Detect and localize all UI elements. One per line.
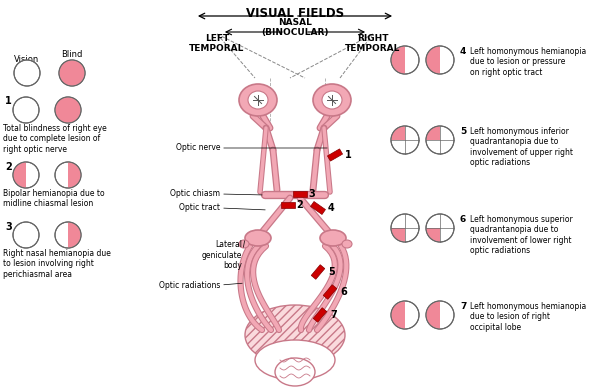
Ellipse shape	[255, 340, 335, 380]
Text: Optic radiations: Optic radiations	[158, 280, 220, 289]
Wedge shape	[391, 46, 405, 74]
Text: 5: 5	[328, 267, 335, 277]
Circle shape	[391, 126, 419, 154]
Circle shape	[59, 60, 85, 86]
Text: Total blindness of right eye
due to complete lesion of
right optic nerve: Total blindness of right eye due to comp…	[3, 124, 107, 154]
Text: Optic tract: Optic tract	[179, 204, 220, 213]
Circle shape	[426, 214, 454, 242]
Text: 1: 1	[5, 96, 12, 106]
Circle shape	[426, 301, 454, 329]
Text: 1: 1	[345, 150, 352, 160]
Text: 6: 6	[340, 287, 347, 297]
Text: Left homonymous inferior
quadrantanopia due to
involvement of upper right
optic : Left homonymous inferior quadrantanopia …	[470, 127, 573, 167]
Text: 3: 3	[308, 189, 315, 199]
Ellipse shape	[239, 240, 249, 248]
Bar	[293, 191, 307, 197]
Text: LEFT
TEMPORAL: LEFT TEMPORAL	[190, 34, 245, 53]
Text: 2: 2	[5, 162, 12, 172]
Circle shape	[14, 60, 40, 86]
Text: 3: 3	[5, 222, 12, 232]
Text: Left homonymous superior
quadrantanopia due to
involvement of lower right
optic : Left homonymous superior quadrantanopia …	[470, 215, 573, 255]
Text: Vision: Vision	[14, 55, 40, 64]
Ellipse shape	[239, 84, 277, 116]
Ellipse shape	[342, 240, 352, 248]
Text: 2: 2	[296, 200, 303, 210]
Text: NASAL
(BINOCULAR): NASAL (BINOCULAR)	[261, 18, 329, 37]
Text: 7: 7	[460, 302, 466, 311]
Bar	[323, 285, 337, 299]
Circle shape	[13, 162, 39, 188]
Circle shape	[13, 97, 39, 123]
Circle shape	[391, 46, 419, 74]
Wedge shape	[13, 162, 26, 188]
Circle shape	[426, 126, 454, 154]
Wedge shape	[426, 126, 440, 140]
Wedge shape	[68, 162, 81, 188]
Text: Blind
area: Blind area	[61, 50, 83, 69]
Text: Right nasal hemianopia due
to lesion involving right
perichiasmal area: Right nasal hemianopia due to lesion inv…	[3, 249, 111, 279]
Circle shape	[55, 162, 81, 188]
Circle shape	[55, 97, 81, 123]
Circle shape	[426, 46, 454, 74]
Ellipse shape	[322, 91, 342, 109]
Text: Bipolar hemianopia due to
midline chiasmal lesion: Bipolar hemianopia due to midline chiasm…	[3, 189, 104, 208]
Bar	[281, 202, 295, 208]
Wedge shape	[426, 46, 440, 74]
Ellipse shape	[248, 91, 268, 109]
Bar	[311, 265, 325, 279]
Wedge shape	[68, 222, 81, 248]
Wedge shape	[391, 301, 405, 329]
Circle shape	[391, 301, 419, 329]
Ellipse shape	[275, 358, 315, 386]
Bar	[313, 308, 327, 322]
Circle shape	[55, 222, 81, 248]
Text: 6: 6	[460, 215, 466, 224]
Text: Optic nerve: Optic nerve	[176, 144, 220, 152]
Text: RIGHT
TEMPORAL: RIGHT TEMPORAL	[346, 34, 401, 53]
Text: 4: 4	[328, 203, 335, 213]
Circle shape	[391, 214, 419, 242]
Text: VISUAL FIELDS: VISUAL FIELDS	[246, 7, 344, 20]
Bar	[311, 202, 325, 214]
Circle shape	[55, 97, 81, 123]
Text: Optic chiasm: Optic chiasm	[170, 190, 220, 199]
Text: Left homonymous hemianopia
due to lesion or pressure
on right optic tract: Left homonymous hemianopia due to lesion…	[470, 47, 586, 77]
Circle shape	[13, 222, 39, 248]
Text: 7: 7	[330, 310, 337, 320]
Bar	[328, 149, 343, 161]
Ellipse shape	[320, 230, 346, 246]
Circle shape	[59, 60, 85, 86]
Ellipse shape	[313, 84, 351, 116]
Text: 4: 4	[460, 47, 466, 56]
Wedge shape	[391, 126, 405, 140]
Ellipse shape	[245, 305, 345, 365]
Wedge shape	[391, 228, 405, 242]
Text: Left homonymous hemianopia
due to lesion of right
occipital lobe: Left homonymous hemianopia due to lesion…	[470, 302, 586, 332]
Wedge shape	[426, 228, 440, 242]
Text: 5: 5	[460, 127, 466, 136]
Wedge shape	[426, 301, 440, 329]
Text: Lateral
geniculate
body: Lateral geniculate body	[202, 240, 242, 270]
Ellipse shape	[245, 230, 271, 246]
